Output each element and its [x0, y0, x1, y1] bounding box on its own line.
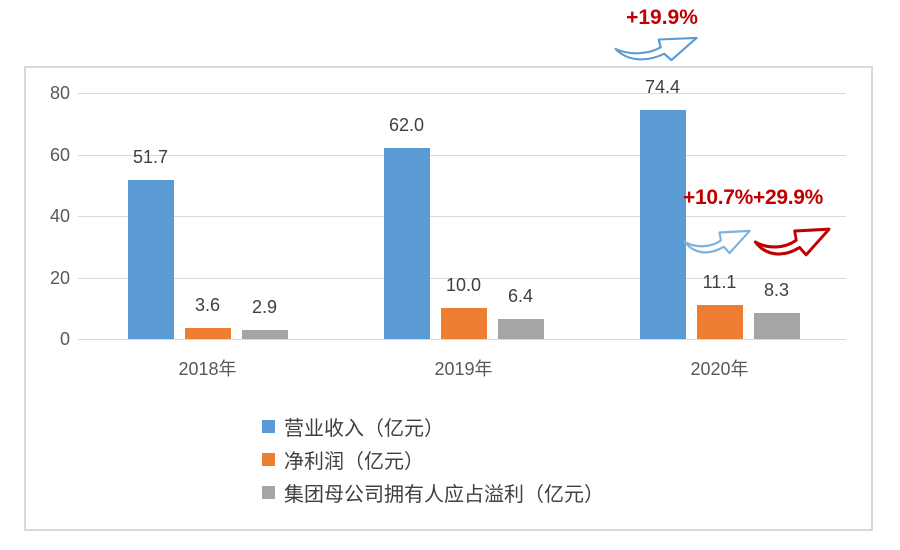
bar-label-net-profit-2018: 3.6: [194, 295, 221, 315]
annotation-attributable-growth: +29.9%: [753, 186, 824, 209]
x-tick-2020: 2020年: [690, 359, 749, 379]
y-axis-label-80: 80: [49, 83, 70, 103]
bar-revenue-2020: [639, 110, 686, 339]
y-axis-label-0: 0: [59, 329, 70, 349]
bar-net-profit-2019: [440, 308, 487, 339]
legend-swatch-attributable-profit: [262, 486, 275, 499]
legend: 营业收入（亿元） 净利润（亿元） 集团母公司拥有人应占溢利（亿元）: [262, 410, 604, 509]
bar-label-attributable-profit-2019: 6.4: [507, 286, 534, 306]
legend-label-attributable-profit: 集团母公司拥有人应占溢利（亿元）: [284, 484, 604, 506]
bar-net-profit-2020: [696, 305, 743, 339]
legend-swatch-net-profit: [262, 453, 275, 466]
bar-label-revenue-2020: 74.4: [644, 77, 681, 97]
bar-attributable-profit-2020: [753, 313, 800, 339]
x-tick-2018: 2018年: [178, 359, 237, 379]
plot-frame: 0 20 40 60 80 51.7 62.0 74.4 3.6 10.0 11.1 2.9 6.4 8.…: [24, 66, 873, 531]
bar-attributable-profit-2018: [241, 330, 288, 339]
bar-attributable-profit-2019: [497, 319, 544, 339]
annotation-mid-group: +10.7%+29.9%: [683, 186, 823, 210]
y-axis-label-20: 20: [49, 268, 70, 288]
bar-label-attributable-profit-2018: 2.9: [251, 297, 278, 317]
legend-label-revenue: 营业收入（亿元）: [284, 418, 444, 440]
legend-label-net-profit: 净利润（亿元）: [284, 451, 424, 473]
gridline-80: [78, 93, 846, 94]
x-tick-2019: 2019年: [434, 359, 493, 379]
bar-label-revenue-2019: 62.0: [388, 115, 425, 135]
annotation-revenue-growth: +19.9%: [626, 6, 698, 29]
y-axis-label-60: 60: [49, 145, 70, 165]
legend-item-revenue: 营业收入（亿元）: [262, 410, 604, 443]
plot-area: 0 20 40 60 80 51.7 62.0 74.4 3.6 10.0 11.1 2.9 6.4 8.…: [26, 68, 871, 529]
legend-swatch-revenue: [262, 420, 275, 433]
bar-label-revenue-2018: 51.7: [132, 147, 169, 167]
gridline-20: [78, 278, 846, 279]
bar-net-profit-2018: [184, 328, 231, 339]
gridline-60: [78, 155, 846, 156]
growth-arrow-blue-small-icon: [683, 229, 751, 255]
bar-revenue-2019: [383, 148, 430, 339]
gridline-0: [78, 339, 846, 340]
bar-label-net-profit-2020: 11.1: [702, 272, 737, 292]
legend-item-attributable-profit: 集团母公司拥有人应占溢利（亿元）: [262, 476, 604, 509]
bar-revenue-2018: [127, 180, 174, 339]
y-axis-label-40: 40: [49, 206, 70, 226]
growth-arrow-red-icon: [753, 227, 831, 257]
gridline-40: [78, 216, 846, 217]
bar-label-net-profit-2019: 10.0: [445, 275, 482, 295]
bar-label-attributable-profit-2020: 8.3: [763, 280, 790, 300]
legend-item-net-profit: 净利润（亿元）: [262, 443, 604, 476]
growth-arrow-blue-large-icon: [614, 36, 698, 62]
annotation-netprofit-growth: +10.7%: [683, 186, 754, 209]
